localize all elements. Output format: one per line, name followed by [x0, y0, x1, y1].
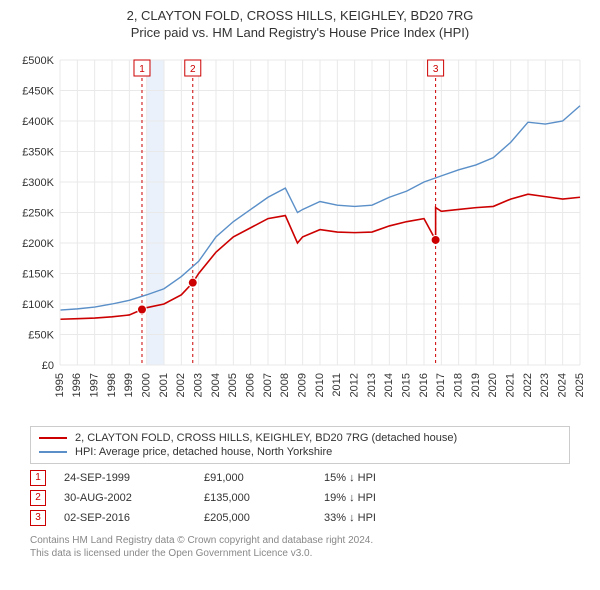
- svg-text:£250K: £250K: [22, 207, 54, 219]
- svg-text:2008: 2008: [279, 373, 291, 397]
- footnote-line-2: This data is licensed under the Open Gov…: [30, 547, 590, 560]
- legend-item: 2, CLAYTON FOLD, CROSS HILLS, KEIGHLEY, …: [39, 431, 561, 445]
- svg-text:2020: 2020: [487, 373, 499, 397]
- svg-text:£100K: £100K: [22, 299, 54, 311]
- transaction-marker-badge: 3: [30, 510, 46, 526]
- footnote-line-1: Contains HM Land Registry data © Crown c…: [30, 534, 590, 547]
- svg-text:£0: £0: [42, 360, 54, 372]
- svg-text:£50K: £50K: [28, 329, 54, 341]
- legend-label: HPI: Average price, detached house, Nort…: [75, 446, 332, 458]
- transaction-table: 1 24-SEP-1999£91,00015% ↓ HPI 2 30-AUG-2002…: [30, 468, 570, 528]
- svg-text:2017: 2017: [435, 373, 447, 397]
- transaction-hpi-diff: 19% ↓ HPI: [324, 492, 444, 504]
- svg-text:2018: 2018: [453, 373, 465, 397]
- svg-text:£500K: £500K: [22, 55, 54, 67]
- title-line-2: Price paid vs. HM Land Registry's House …: [10, 25, 590, 42]
- transaction-row: 3 02-SEP-2016£205,00033% ↓ HPI: [30, 508, 570, 528]
- transaction-date: 02-SEP-2016: [64, 512, 204, 524]
- legend-label: 2, CLAYTON FOLD, CROSS HILLS, KEIGHLEY, …: [75, 432, 457, 444]
- svg-text:2023: 2023: [539, 373, 551, 397]
- svg-text:3: 3: [433, 64, 439, 75]
- transaction-price: £91,000: [204, 472, 324, 484]
- svg-text:£150K: £150K: [22, 268, 54, 280]
- svg-text:1995: 1995: [54, 373, 66, 397]
- svg-text:2019: 2019: [470, 373, 482, 397]
- legend-item: HPI: Average price, detached house, Nort…: [39, 445, 561, 459]
- title-line-1: 2, CLAYTON FOLD, CROSS HILLS, KEIGHLEY, …: [10, 8, 590, 25]
- svg-text:1999: 1999: [123, 373, 135, 397]
- footnote: Contains HM Land Registry data © Crown c…: [30, 534, 590, 560]
- chart-svg: £0 £50K £100K £150K £200K £250K £300K £350K £400…: [10, 50, 590, 420]
- svg-text:2003: 2003: [193, 373, 205, 397]
- svg-text:1998: 1998: [106, 373, 118, 397]
- svg-text:2022: 2022: [522, 373, 534, 397]
- svg-text:2015: 2015: [401, 373, 413, 397]
- svg-text:2009: 2009: [297, 373, 309, 397]
- legend-swatch: [39, 437, 67, 439]
- svg-text:2004: 2004: [210, 373, 222, 397]
- legend-swatch: [39, 451, 67, 453]
- svg-text:2002: 2002: [175, 373, 187, 397]
- svg-text:2000: 2000: [141, 373, 153, 397]
- svg-text:1997: 1997: [89, 373, 101, 397]
- transaction-row: 1 24-SEP-1999£91,00015% ↓ HPI: [30, 468, 570, 488]
- transaction-price: £135,000: [204, 492, 324, 504]
- svg-text:2007: 2007: [262, 373, 274, 397]
- svg-text:2001: 2001: [158, 373, 170, 397]
- svg-text:£350K: £350K: [22, 146, 54, 158]
- svg-text:£450K: £450K: [22, 85, 54, 97]
- transaction-row: 2 30-AUG-2002£135,00019% ↓ HPI: [30, 488, 570, 508]
- transaction-price: £205,000: [204, 512, 324, 524]
- svg-text:2: 2: [190, 64, 196, 75]
- transaction-hpi-diff: 33% ↓ HPI: [324, 512, 444, 524]
- svg-text:2014: 2014: [383, 373, 395, 397]
- transaction-date: 24-SEP-1999: [64, 472, 204, 484]
- svg-text:2005: 2005: [227, 373, 239, 397]
- svg-text:£300K: £300K: [22, 177, 54, 189]
- chart-title-block: 2, CLAYTON FOLD, CROSS HILLS, KEIGHLEY, …: [0, 0, 600, 46]
- svg-text:2025: 2025: [574, 373, 586, 397]
- svg-text:2006: 2006: [245, 373, 257, 397]
- chart-area: £0 £50K £100K £150K £200K £250K £300K £350K £400…: [10, 50, 590, 420]
- svg-text:£200K: £200K: [22, 238, 54, 250]
- svg-text:2012: 2012: [349, 373, 361, 397]
- svg-text:2024: 2024: [557, 373, 569, 397]
- svg-text:£400K: £400K: [22, 116, 54, 128]
- svg-text:1: 1: [139, 64, 145, 75]
- svg-text:2011: 2011: [331, 373, 343, 397]
- svg-text:2013: 2013: [366, 373, 378, 397]
- transaction-marker-badge: 2: [30, 490, 46, 506]
- svg-text:2021: 2021: [505, 373, 517, 397]
- legend: 2, CLAYTON FOLD, CROSS HILLS, KEIGHLEY, …: [30, 426, 570, 464]
- svg-text:1996: 1996: [71, 373, 83, 397]
- svg-text:2016: 2016: [418, 373, 430, 397]
- svg-text:2010: 2010: [314, 373, 326, 397]
- transaction-date: 30-AUG-2002: [64, 492, 204, 504]
- transaction-hpi-diff: 15% ↓ HPI: [324, 472, 444, 484]
- transaction-marker-badge: 1: [30, 470, 46, 486]
